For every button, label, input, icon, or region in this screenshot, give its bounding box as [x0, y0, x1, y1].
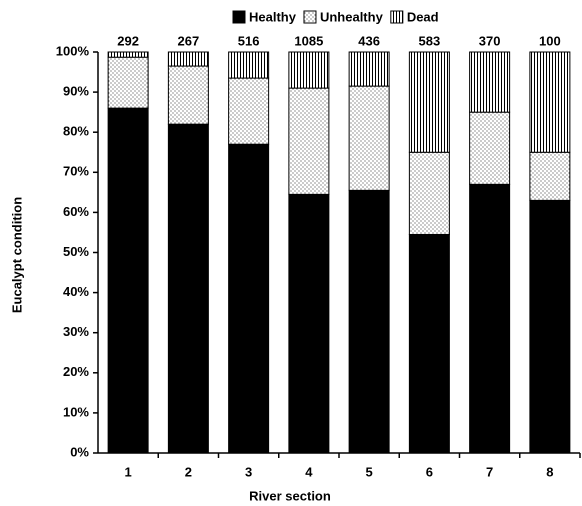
x-tick-label: 1	[125, 464, 132, 479]
x-tick-label: 2	[185, 464, 192, 479]
bar-segment	[408, 51, 450, 153]
total-label: 370	[479, 33, 501, 48]
y-tick-label: 60%	[63, 204, 89, 219]
total-label: 1085	[294, 33, 323, 48]
y-tick-label: 100%	[56, 43, 90, 58]
bar-segment	[288, 87, 330, 195]
legend-label: Dead	[407, 9, 439, 24]
x-tick-label: 7	[486, 464, 493, 479]
bar-segment	[408, 151, 450, 235]
y-tick-label: 50%	[63, 244, 89, 259]
bar-segment	[107, 107, 149, 454]
x-tick-label: 6	[426, 464, 433, 479]
total-label: 292	[117, 33, 139, 48]
x-tick-label: 8	[546, 464, 553, 479]
bar-segment	[469, 183, 511, 454]
y-tick-label: 10%	[63, 404, 89, 419]
total-label: 583	[419, 33, 441, 48]
x-tick-label: 4	[305, 464, 313, 479]
y-tick-label: 30%	[63, 324, 89, 339]
y-tick-label: 80%	[63, 124, 89, 139]
bar-segment	[348, 51, 390, 87]
bar-segment	[469, 111, 511, 185]
bar-segment	[228, 143, 270, 454]
bar-segment	[228, 51, 270, 79]
total-label: 436	[358, 33, 380, 48]
bar-segment	[408, 233, 450, 454]
bar-segment	[348, 189, 390, 454]
legend-swatch	[390, 10, 404, 24]
x-tick-label: 5	[366, 464, 373, 479]
y-tick-label: 20%	[63, 364, 89, 379]
total-label: 267	[178, 33, 200, 48]
legend-swatch	[232, 10, 246, 24]
bar-segment	[529, 151, 571, 201]
y-tick-label: 90%	[63, 84, 89, 99]
bar-segment	[167, 123, 209, 454]
bar-segment	[167, 51, 209, 67]
legend-label: Unhealthy	[320, 9, 384, 24]
bar-segment	[348, 85, 390, 191]
bar-segment	[288, 193, 330, 454]
legend-label: Healthy	[249, 9, 297, 24]
x-axis-label: River section	[249, 488, 331, 503]
total-label: 100	[539, 33, 561, 48]
x-tick-label: 3	[245, 464, 252, 479]
bar-segment	[107, 51, 149, 58]
y-tick-label: 0%	[70, 444, 89, 459]
bar-segment	[529, 199, 571, 454]
total-label: 516	[238, 33, 260, 48]
y-tick-label: 70%	[63, 164, 89, 179]
bar-segment	[167, 65, 209, 125]
bar-segment	[107, 56, 149, 109]
bar-segment	[228, 77, 270, 145]
y-tick-label: 40%	[63, 284, 89, 299]
y-axis-label: Eucalypt condition	[9, 197, 24, 313]
bar-segment	[529, 51, 571, 153]
legend-swatch	[303, 10, 317, 24]
bar-segment	[469, 51, 511, 113]
bar-segment	[288, 51, 330, 89]
